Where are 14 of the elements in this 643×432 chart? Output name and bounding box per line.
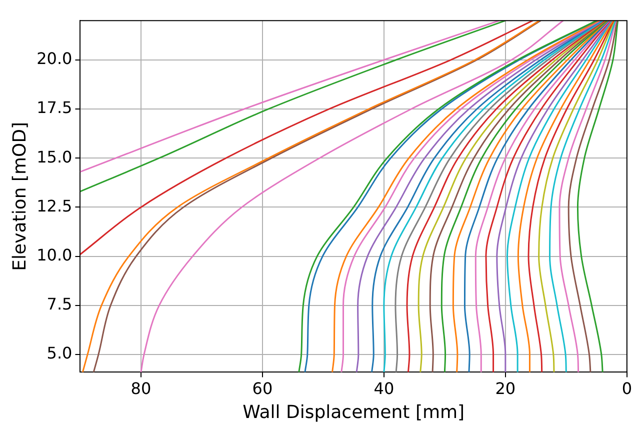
y-tick-label: 20.0 (36, 49, 72, 68)
x-tick-label: 80 (130, 378, 152, 398)
x-tick-label: 60 (252, 378, 273, 398)
y-tick-label: 12.5 (36, 196, 72, 216)
y-axis-title: Elevation [mOD] (9, 122, 30, 271)
y-tick-label: 10.0 (36, 245, 72, 264)
x-axis-title: Wall Displacement [mm] (242, 402, 465, 423)
y-tick-label: 15.0 (36, 147, 72, 166)
x-tick-label: 40 (374, 378, 394, 398)
y-tick-label: 5.0 (46, 344, 72, 363)
x-tick-label: 0 (622, 378, 632, 398)
y-tick-label: 17.5 (36, 98, 72, 118)
x-tick-label: 20 (495, 378, 516, 398)
y-tick-label: 7.5 (46, 294, 72, 314)
